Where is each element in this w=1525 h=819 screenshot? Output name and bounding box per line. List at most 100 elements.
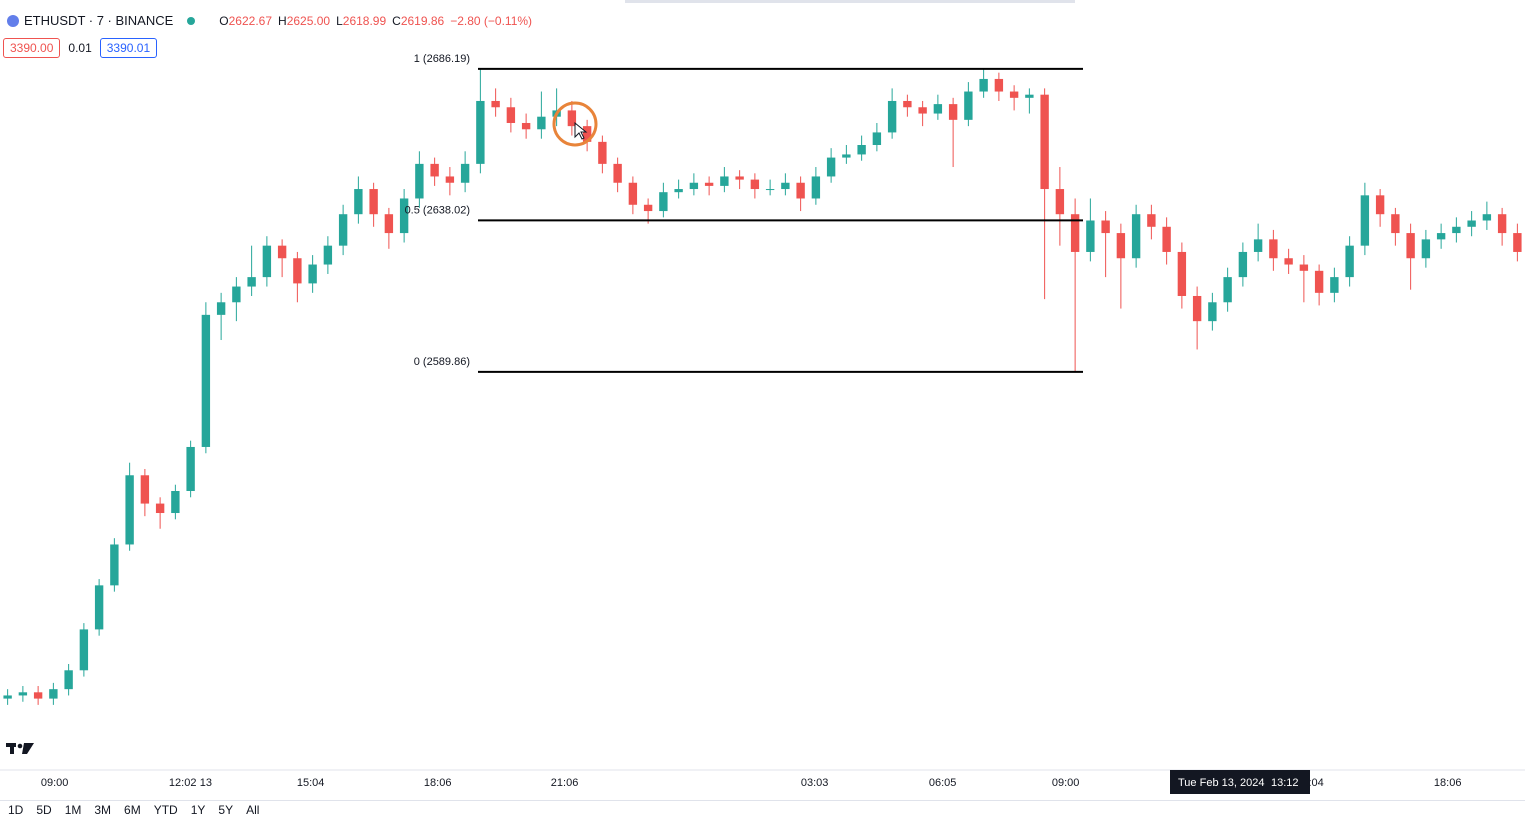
candle-body <box>994 78 1004 92</box>
candle-body <box>155 503 165 514</box>
candle-body <box>521 122 531 130</box>
candle-body <box>811 176 821 199</box>
range-button[interactable]: 6M <box>124 803 141 817</box>
candle-body <box>628 182 638 205</box>
candle-body <box>964 91 973 120</box>
candle-body <box>506 107 516 123</box>
candle-body <box>94 585 104 630</box>
candle-body <box>1025 94 1034 98</box>
candle-body <box>613 163 622 183</box>
candle-body <box>1223 277 1232 303</box>
candle-body <box>537 116 546 130</box>
candle-body <box>750 179 760 190</box>
l-label: L <box>336 13 343 28</box>
candle-body <box>1391 214 1400 234</box>
candle-body <box>384 214 394 234</box>
candle-body <box>1330 277 1339 293</box>
status-dot <box>187 16 196 25</box>
x-tick-label: 18:06 <box>1434 777 1462 789</box>
buy-button[interactable]: 3390.01 <box>99 38 158 58</box>
candle-body <box>1238 251 1248 278</box>
candle-body <box>1345 245 1354 278</box>
candle-body <box>1208 302 1217 322</box>
symbol-icon <box>7 14 19 27</box>
candle-body <box>415 163 424 199</box>
x-tick-label: 21:06 <box>551 777 579 789</box>
fib-label: 0.5 (2638.02) <box>405 204 470 216</box>
candle-body <box>460 163 470 183</box>
candle-body <box>1360 195 1370 246</box>
candle-body <box>1253 239 1263 252</box>
candle-body <box>1009 91 1019 98</box>
cursor <box>574 121 588 140</box>
crosshair-time: 13:12 <box>1271 777 1299 789</box>
candle-body <box>796 182 805 199</box>
candle-body <box>1040 94 1049 190</box>
candle-body <box>1131 214 1141 259</box>
range-button[interactable]: YTD <box>153 803 178 817</box>
candle-body <box>1070 214 1080 252</box>
o-value: 2622.67 <box>228 13 273 28</box>
candle-body <box>3 695 12 699</box>
range-toolbar: 1D 5D 1M 3M 6M YTD 1Y 5Y All <box>0 800 1525 819</box>
sell-button[interactable]: 3390.00 <box>3 38 61 58</box>
h-value: 2625.00 <box>286 13 331 28</box>
candle-body <box>1406 233 1415 259</box>
candle-body <box>781 182 790 190</box>
candle-body <box>247 277 256 287</box>
x-tick-label: 03:03 <box>801 777 829 789</box>
candle-body <box>1177 251 1187 296</box>
candle-body <box>232 286 241 303</box>
symbol: ETHUSDT · 7 · BINANCE <box>24 13 174 28</box>
x-tick-label: 15:04 <box>297 777 325 789</box>
candle-body <box>1513 233 1522 252</box>
candle-body <box>643 204 653 212</box>
candle-body <box>1116 233 1126 259</box>
range-button[interactable]: 5D <box>36 803 52 817</box>
candle-body <box>369 189 378 215</box>
range-button[interactable]: 1M <box>64 803 82 817</box>
candle-body <box>1299 264 1309 271</box>
candle-body <box>125 475 134 545</box>
c-label: C <box>392 13 401 28</box>
candle-body <box>735 176 744 180</box>
candle-body <box>887 100 897 133</box>
range-button[interactable]: 3M <box>94 803 112 817</box>
range-button[interactable]: 1D <box>8 803 24 817</box>
range-button[interactable]: 1Y <box>190 803 206 817</box>
candle-body <box>171 491 180 514</box>
candle-body <box>1192 295 1202 322</box>
candle-body <box>1162 226 1171 252</box>
candle-body <box>1147 214 1156 227</box>
candle-body <box>567 110 577 127</box>
candle-body <box>903 100 912 108</box>
candle-body <box>598 141 607 164</box>
candle-body <box>826 157 836 177</box>
range-button[interactable]: 5Y <box>218 803 234 817</box>
candle-body <box>201 314 211 447</box>
candle-body <box>399 198 409 234</box>
candle-body <box>842 154 851 158</box>
o-label: O <box>219 13 229 28</box>
c-value: 2619.86 <box>400 13 445 28</box>
candle-body <box>933 104 943 114</box>
candle-body <box>140 475 150 504</box>
range-button[interactable]: All <box>246 803 260 817</box>
candle-body <box>354 189 363 215</box>
candle-body <box>476 100 485 164</box>
candle-body <box>857 145 866 155</box>
candle-body <box>720 176 729 186</box>
candle-body <box>872 132 882 146</box>
legend: ETHUSDT · 7 · BINANCE O 2622.67 H 2625.00 … <box>6 13 532 28</box>
candle-body <box>704 182 714 186</box>
candle-body <box>338 214 348 246</box>
l-value: 2618.99 <box>342 13 387 28</box>
crosshair-date: Tue Feb 13, 2024 <box>1178 777 1264 789</box>
candle-body <box>1055 189 1065 215</box>
x-tick-label: 12:02 <box>169 777 197 789</box>
trade-panel: 3390.00 0.01 3390.01 <box>3 38 158 58</box>
candle-body <box>1086 220 1095 252</box>
crosshair-label: Tue Feb 13, 2024 13:12 <box>1170 770 1310 794</box>
candle-body <box>323 245 333 265</box>
cursor-highlight <box>552 101 598 147</box>
